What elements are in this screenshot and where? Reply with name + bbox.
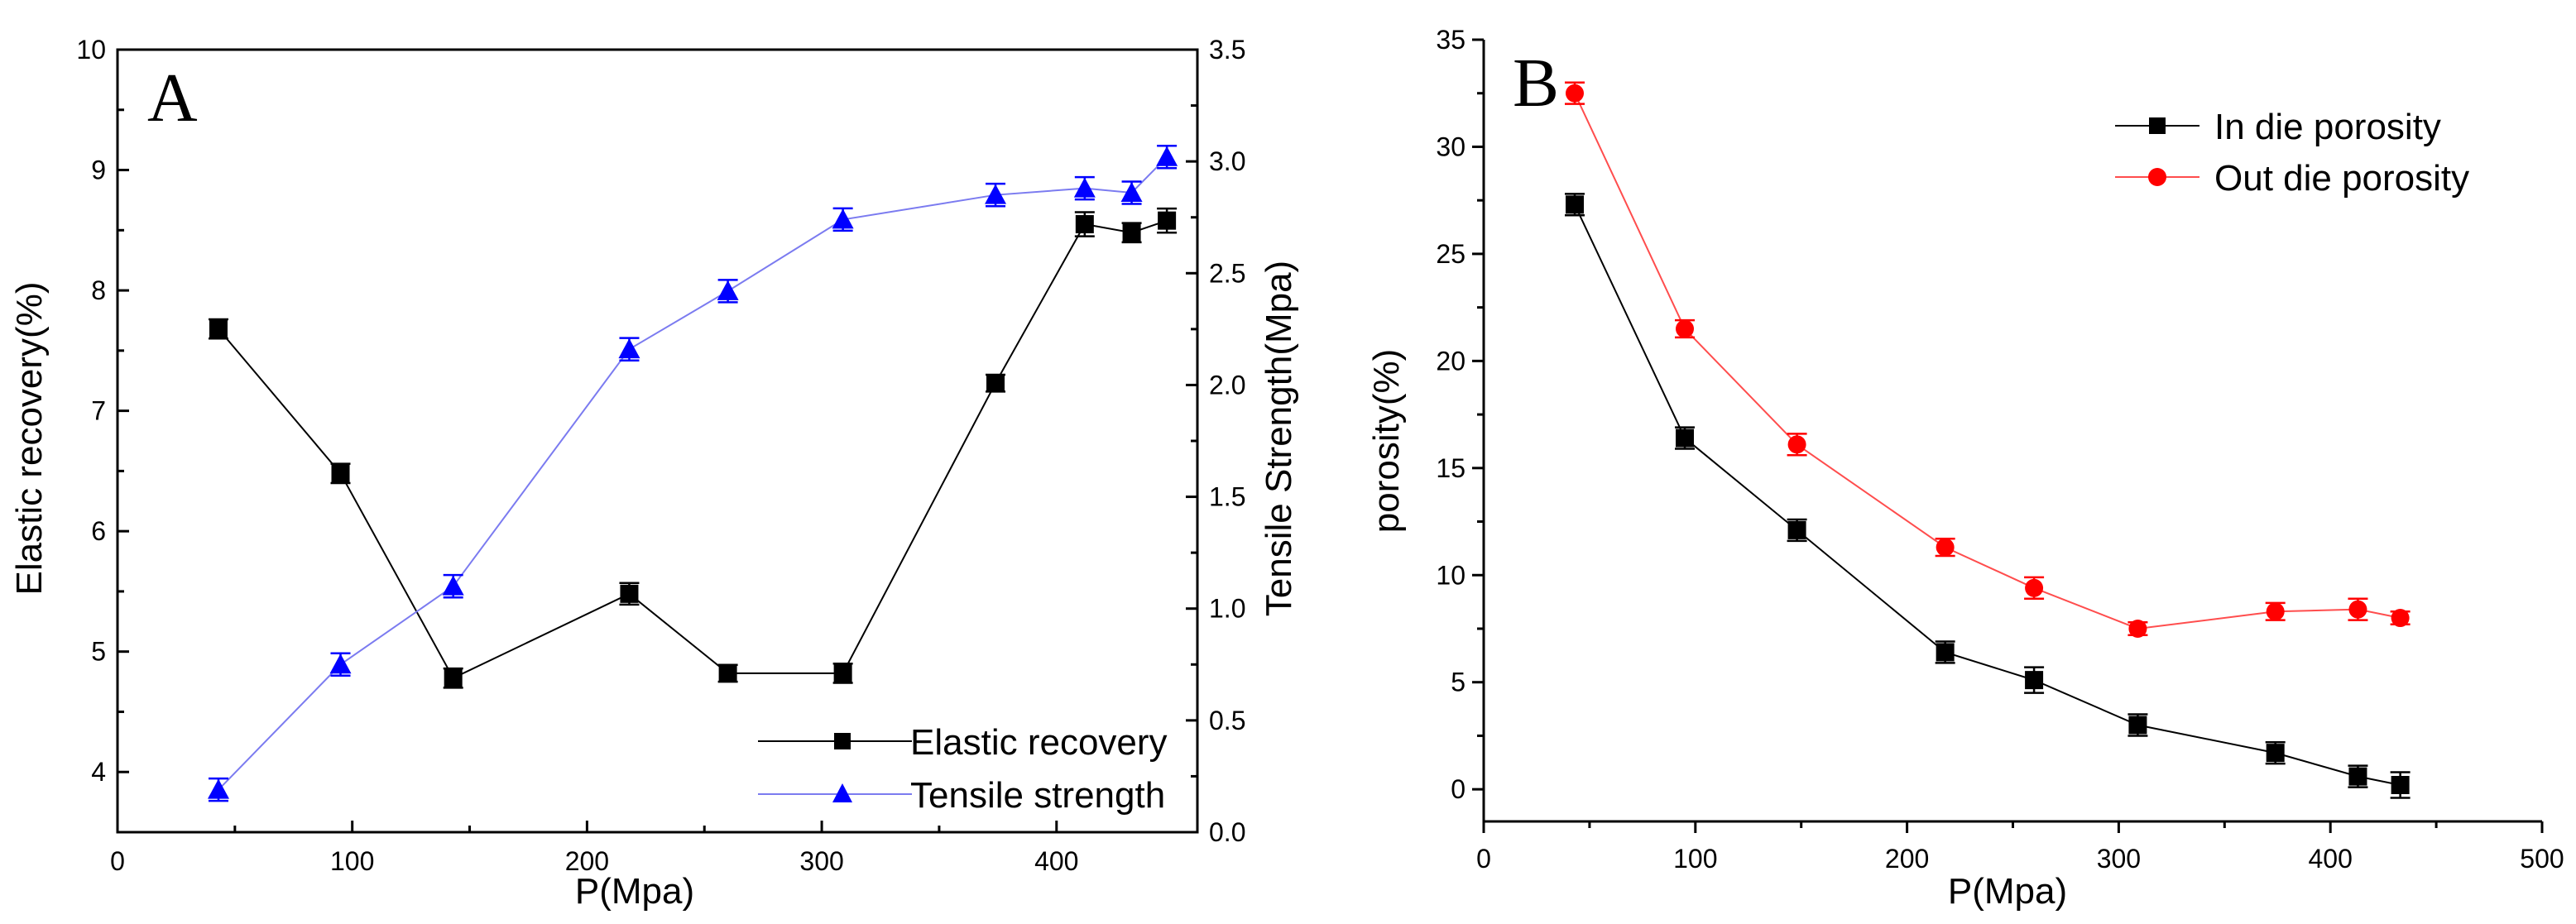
y-tick-label-a-right: 2.5 bbox=[1209, 258, 1245, 288]
data-point-tensile-strength bbox=[832, 208, 854, 229]
x-tick-label-b: 400 bbox=[2309, 844, 2353, 874]
legend-label-out-die: Out die porosity bbox=[2214, 158, 2469, 199]
y-tick-label-b: 5 bbox=[1451, 668, 1465, 697]
data-point-elastic-recovery bbox=[1075, 215, 1094, 234]
data-point-out-die-porosity bbox=[1565, 84, 1584, 103]
data-point-out-die-porosity bbox=[1676, 319, 1695, 338]
data-point-out-die-porosity bbox=[2391, 609, 2410, 628]
y-tick-label-b: 20 bbox=[1436, 346, 1465, 376]
data-point-in-die-porosity bbox=[1565, 195, 1584, 214]
data-point-in-die-porosity bbox=[2391, 775, 2410, 794]
data-point-in-die-porosity bbox=[2128, 716, 2147, 735]
legend-label-elastic: Elastic recovery bbox=[910, 722, 1168, 763]
data-point-in-die-porosity bbox=[2025, 671, 2044, 690]
y-tick-label-a: 8 bbox=[91, 275, 106, 305]
x-axis-title-a: P(Mpa) bbox=[575, 871, 694, 912]
data-point-out-die-porosity bbox=[2348, 600, 2367, 619]
x-tick-label-b: 200 bbox=[1885, 844, 1929, 874]
series-line-in-die-porosity bbox=[1574, 203, 2401, 786]
y-tick-label-b: 30 bbox=[1436, 132, 1465, 161]
data-point-in-die-porosity bbox=[1936, 643, 1955, 662]
chart-panel-a: A 0 100 200 300 400 4 5 6 7 8 9 10 0.0 0.5 1.0 1.5 2.0 2.… bbox=[9, 35, 1299, 912]
data-point-elastic-recovery bbox=[331, 464, 350, 483]
y-tick-label-b: 0 bbox=[1451, 774, 1465, 804]
x-tick-label-b: 300 bbox=[2097, 844, 2141, 874]
y-tick-label-a-right: 3.5 bbox=[1209, 35, 1245, 65]
legend-marker-in-die bbox=[2149, 117, 2166, 134]
y-tick-label-a-right: 1.5 bbox=[1209, 482, 1245, 512]
x-tick-label-a: 0 bbox=[110, 846, 125, 876]
y-tick-label-b: 10 bbox=[1436, 560, 1465, 590]
data-point-out-die-porosity bbox=[1787, 435, 1806, 454]
data-point-elastic-recovery bbox=[444, 668, 463, 687]
legend-label-in-die: In die porosity bbox=[2214, 107, 2441, 147]
y-tick-label-a: 9 bbox=[91, 156, 106, 185]
data-point-out-die-porosity bbox=[2266, 602, 2285, 621]
data-point-tensile-strength bbox=[1073, 177, 1096, 198]
legend-a: Elastic recovery Tensile strength bbox=[758, 722, 1168, 816]
data-point-elastic-recovery bbox=[1158, 211, 1177, 230]
y-axis-title-a: Elastic recovery(%) bbox=[9, 282, 50, 596]
series-line-elastic-recovery bbox=[218, 219, 1168, 680]
data-point-elastic-recovery bbox=[833, 663, 852, 682]
y-tick-label-b: 35 bbox=[1436, 25, 1465, 55]
data-point-elastic-recovery bbox=[1122, 223, 1141, 242]
legend-marker-out-die bbox=[2148, 168, 2166, 186]
data-point-elastic-recovery bbox=[620, 584, 639, 603]
y2-axis-title-a: Tensile Strength(Mpa) bbox=[1259, 261, 1299, 616]
data-point-in-die-porosity bbox=[2348, 767, 2367, 786]
y-tick-label-a-right: 2.0 bbox=[1209, 370, 1245, 400]
x-tick-label-a: 200 bbox=[565, 846, 609, 876]
data-point-in-die-porosity bbox=[1676, 428, 1695, 448]
y-tick-label-a: 10 bbox=[76, 35, 106, 65]
y-tick-label-a-right: 0.0 bbox=[1209, 817, 1245, 847]
legend-label-tensile: Tensile strength bbox=[910, 775, 1165, 816]
series-line-tensile-strength bbox=[218, 156, 1168, 791]
data-point-tensile-strength bbox=[1120, 181, 1143, 202]
x-tick-label-a: 300 bbox=[799, 846, 843, 876]
data-point-elastic-recovery bbox=[986, 374, 1005, 393]
y-tick-label-a-right: 1.0 bbox=[1209, 594, 1245, 624]
data-point-in-die-porosity bbox=[1787, 520, 1806, 539]
data-point-elastic-recovery bbox=[209, 319, 228, 338]
data-point-elastic-recovery bbox=[718, 663, 737, 682]
legend-marker-elastic bbox=[834, 733, 851, 749]
y-tick-label-b: 15 bbox=[1436, 453, 1465, 483]
data-point-out-die-porosity bbox=[1936, 538, 1955, 557]
x-tick-label-b: 0 bbox=[1476, 844, 1491, 874]
legend-b: In die porosity Out die porosity bbox=[2115, 107, 2469, 199]
panel-label-b: B bbox=[1513, 45, 1559, 122]
y-tick-label-a-right: 3.0 bbox=[1209, 146, 1245, 176]
data-point-tensile-strength bbox=[717, 280, 739, 300]
data-point-out-die-porosity bbox=[2025, 578, 2044, 597]
y-tick-label-a: 4 bbox=[91, 757, 106, 787]
y-axis-title-b: porosity(%) bbox=[1366, 349, 1407, 534]
plot-frame-a bbox=[116, 48, 1199, 834]
legend-marker-tensile bbox=[832, 783, 852, 802]
data-point-tensile-strength bbox=[985, 184, 1007, 204]
data-point-tensile-strength bbox=[207, 778, 229, 799]
y-tick-label-a: 5 bbox=[91, 637, 106, 667]
panel-label-a: A bbox=[147, 60, 198, 136]
data-point-tensile-strength bbox=[618, 338, 640, 359]
x-tick-label-b: 100 bbox=[1673, 844, 1717, 874]
data-point-in-die-porosity bbox=[2266, 744, 2285, 763]
y-tick-label-a-right: 0.5 bbox=[1209, 706, 1245, 735]
x-tick-label-b: 500 bbox=[2520, 844, 2564, 874]
y-tick-label-b: 25 bbox=[1436, 239, 1465, 269]
y-tick-label-a: 6 bbox=[91, 516, 106, 546]
data-point-tensile-strength bbox=[1156, 146, 1178, 166]
x-tick-label-a: 100 bbox=[330, 846, 374, 876]
data-point-out-die-porosity bbox=[2128, 619, 2147, 638]
x-axis-title-b: P(Mpa) bbox=[1948, 871, 2067, 912]
data-point-tensile-strength bbox=[442, 575, 464, 596]
x-tick-label-a: 400 bbox=[1034, 846, 1078, 876]
y-tick-label-a: 7 bbox=[91, 396, 106, 426]
data-point-tensile-strength bbox=[329, 654, 352, 674]
